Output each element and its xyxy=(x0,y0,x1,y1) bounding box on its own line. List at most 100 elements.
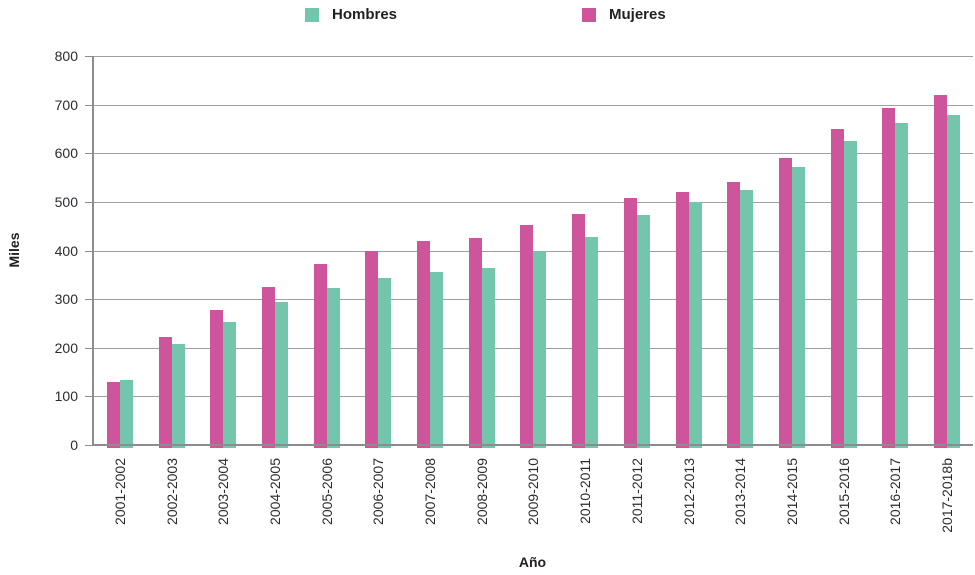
bar-hombres xyxy=(274,301,288,448)
y-tick-mark xyxy=(85,445,92,446)
bar-mujeres xyxy=(830,128,844,448)
bar-mujeres xyxy=(468,238,482,448)
bar-hombres xyxy=(585,236,599,448)
bar-pair xyxy=(520,225,547,448)
gridline-700 xyxy=(94,104,973,106)
bar-mujeres xyxy=(261,286,275,448)
bar-group: 2007-2008 xyxy=(404,56,456,525)
bar-pair xyxy=(417,241,444,448)
y-tick-label: 800 xyxy=(54,48,78,64)
y-tick-mark xyxy=(85,250,92,252)
bar-hombres xyxy=(119,379,133,448)
legend-label-mujeres: Mujeres xyxy=(609,6,666,23)
bar-group: 2004-2005 xyxy=(249,56,301,525)
bar-hombres xyxy=(895,123,909,448)
bar-hombres xyxy=(223,321,237,448)
y-tick-label: 500 xyxy=(54,193,78,210)
bar-group: 2003-2004 xyxy=(197,56,249,525)
plot-area: 800 700 600 500 400 300 200 100 0 2001-2002 2002-… xyxy=(55,48,973,533)
x-tick-label: 2007-2008 xyxy=(422,458,439,525)
bar-hombres xyxy=(430,272,444,448)
y-tick-mark xyxy=(85,153,92,155)
bar-mujeres xyxy=(313,264,327,448)
bar-hombres xyxy=(947,115,961,448)
bar-group: 2011-2012 xyxy=(611,56,663,524)
bar-groups: 2001-2002 2002-2003 2003-2004 2004-2005 2005… xyxy=(94,56,973,533)
legend-label-hombres: Hombres xyxy=(332,6,398,23)
bar-mujeres xyxy=(210,309,224,448)
y-tick-label: 0 xyxy=(70,437,78,453)
bar-mujeres xyxy=(778,158,792,448)
bar-mujeres xyxy=(623,197,637,448)
bar-pair xyxy=(106,379,133,448)
bar-hombres xyxy=(688,202,702,448)
bar-hombres xyxy=(481,267,495,448)
x-tick-label: 2001-2002 xyxy=(111,458,128,525)
y-tick-label: 600 xyxy=(54,145,78,162)
y-tick-mark xyxy=(85,201,92,203)
bar-group: 2016-2017 xyxy=(870,56,922,525)
bar-hombres xyxy=(791,167,805,448)
bar-group: 2001-2002 xyxy=(94,56,146,525)
bar-pair xyxy=(572,213,599,448)
bar-group: 2005-2006 xyxy=(301,56,353,525)
bar-hombres xyxy=(326,287,340,448)
x-tick-label: 2006-2007 xyxy=(370,458,387,525)
bar-group: 2015-2016 xyxy=(818,56,870,525)
y-tick-mark xyxy=(85,347,92,349)
y-axis-title: Miles xyxy=(6,232,22,268)
bar-pair xyxy=(261,286,288,448)
bar-group: 2017-2018b xyxy=(921,56,973,533)
bar-group: 2012-2013 xyxy=(663,56,715,525)
x-tick-label: 2015-2016 xyxy=(835,458,852,525)
bar-group: 2009-2010 xyxy=(508,56,560,525)
bar-group: 2002-2003 xyxy=(146,56,198,525)
x-tick-label: 2012-2013 xyxy=(680,458,697,525)
y-tick-mark xyxy=(85,299,92,301)
y-tick-label: 100 xyxy=(54,388,78,405)
bar-pair xyxy=(675,191,702,448)
x-axis-title: Año xyxy=(518,554,547,570)
bar-hombres xyxy=(740,190,754,448)
bar-mujeres xyxy=(934,94,948,448)
y-tick-mark xyxy=(85,56,92,57)
bar-pair xyxy=(830,128,857,448)
y-tick-mark xyxy=(85,104,92,106)
bar-hombres xyxy=(171,343,185,448)
y-tick-label: 300 xyxy=(54,291,78,308)
bar-pair xyxy=(313,264,340,448)
x-tick-label: 2008-2009 xyxy=(473,458,490,525)
legend-swatch-hombres-icon xyxy=(305,7,319,22)
y-tick-label: 200 xyxy=(54,339,78,356)
x-axis-line xyxy=(92,444,973,446)
x-tick-label: 2011-2012 xyxy=(628,458,645,524)
bar-mujeres xyxy=(365,250,379,448)
legend-item-mujeres: Mujeres xyxy=(582,6,666,23)
gridline-500 xyxy=(94,201,973,203)
bar-group: 2014-2015 xyxy=(766,56,818,525)
legend-swatch-mujeres-icon xyxy=(582,7,596,22)
bar-mujeres xyxy=(882,107,896,448)
x-tick-label: 2004-2005 xyxy=(266,458,283,525)
bar-pair xyxy=(778,158,805,448)
x-tick-label: 2016-2017 xyxy=(887,458,904,525)
bar-mujeres xyxy=(417,241,431,448)
x-tick-label: 2009-2010 xyxy=(525,458,542,525)
x-tick-label: 2010-2011 xyxy=(577,458,594,524)
y-tick-label: 400 xyxy=(54,242,78,259)
x-tick-label: 2002-2003 xyxy=(163,458,180,525)
bar-mujeres xyxy=(106,381,120,448)
gridline-800 xyxy=(94,56,973,57)
x-tick-label: 2013-2014 xyxy=(732,458,749,525)
bar-pair xyxy=(934,94,961,448)
bar-pair xyxy=(468,238,495,448)
bar-pair xyxy=(623,197,650,448)
bar-hombres xyxy=(636,215,650,448)
y-tick-label: 700 xyxy=(54,96,78,113)
legend-item-hombres: Hombres xyxy=(305,6,397,23)
bar-mujeres xyxy=(572,213,586,448)
bar-mujeres xyxy=(675,191,689,448)
bar-pair xyxy=(210,309,237,448)
x-tick-label: 2014-2015 xyxy=(783,458,800,525)
bar-group: 2006-2007 xyxy=(353,56,405,525)
